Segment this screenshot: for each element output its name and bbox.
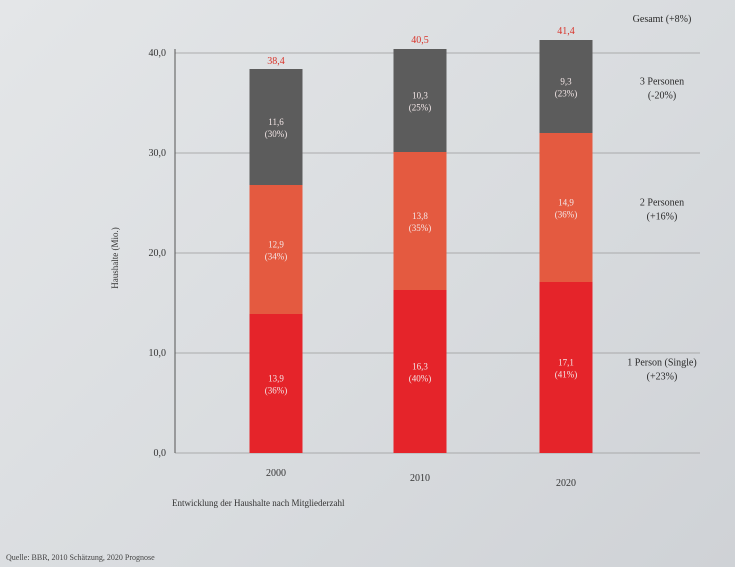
legend-change-1: (+16%) [647,212,678,223]
value-label-2010-series-0: 16,3 [412,362,428,372]
y-tick-10: 10,0 [149,348,167,359]
total-label-2000: 38,4 [267,56,285,67]
y-tick-20: 20,0 [149,248,167,259]
value-label-2020-series-1: 14,9 [558,198,574,208]
bar-2010-series-1 [393,152,447,290]
value-label-2010-series-1: 13,8 [412,211,428,221]
x-axis-ticks: 2000 2010 2020 [266,468,576,489]
bar-2020-series-2 [539,40,593,133]
share-label-2020-series-0: (41%) [555,370,578,380]
legend-total: Gesamt (+8%) [633,14,692,25]
share-label-2010-series-2: (25%) [409,103,432,113]
y-tick-30: 30,0 [149,148,167,159]
chart-subtitle: Entwicklung der Haushalte nach Mitgliede… [172,498,345,508]
value-label-2000-series-1: 12,9 [268,240,284,250]
value-label-2020-series-2: 9,3 [560,77,572,87]
x-tick-2020: 2020 [556,478,576,489]
x-tick-2010: 2010 [410,473,430,484]
bar-2010-series-0 [393,290,447,453]
y-axis-label: Haushalte (Mio.) [110,227,120,288]
legend-change-0: (+23%) [647,372,678,383]
legend-series-1: 2 Personen [640,198,684,209]
share-label-2000-series-0: (36%) [265,386,288,396]
bar-2020-series-1 [539,133,593,282]
value-label-2010-series-2: 10,3 [412,91,428,101]
share-label-2020-series-2: (23%) [555,89,578,99]
bar-2000-series-1 [249,185,303,314]
legend: Gesamt (+8%) 1 Person (Single) (+23%) 2 Per… [627,14,696,383]
bars [249,40,593,453]
share-label-2020-series-1: (36%) [555,210,578,220]
value-label-2020-series-0: 17,1 [558,358,574,368]
source-note: Quelle: BBR, 2010 Schätzung, 2020 Progno… [6,553,155,562]
total-label-2010: 40,5 [411,35,429,46]
y-tick-40: 40,0 [149,48,167,59]
share-label-2000-series-1: (34%) [265,252,288,262]
bar-2010-series-2 [393,49,447,152]
legend-series-2: 3 Personen [640,77,684,88]
y-tick-0: 0,0 [154,448,167,459]
value-label-2000-series-2: 11,6 [268,117,284,127]
value-label-2000-series-0: 13,9 [268,374,284,384]
legend-series-0: 1 Person (Single) [627,358,696,369]
legend-change-2: (-20%) [648,91,676,102]
total-labels: 38,4 40,5 41,4 [267,26,575,67]
x-tick-2000: 2000 [266,468,286,479]
bar-2000-series-0 [249,314,303,453]
y-axis-ticks: 0,0 10,0 20,0 30,0 40,0 [149,48,167,459]
total-label-2020: 41,4 [557,26,575,37]
bar-2020-series-0 [539,282,593,453]
segment-labels: 13,9 (36%) 12,9 (34%) 11,6 (30%) 16,3 (40%) 13,8… [265,77,578,396]
share-label-2010-series-1: (35%) [409,223,432,233]
share-label-2000-series-2: (30%) [265,129,288,139]
bar-2000-series-2 [249,69,303,185]
share-label-2010-series-0: (40%) [409,374,432,384]
